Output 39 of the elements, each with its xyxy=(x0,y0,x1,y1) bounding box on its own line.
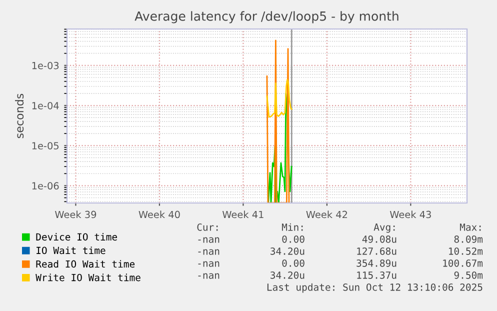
line-series xyxy=(266,40,290,203)
text: 100.67m xyxy=(443,259,483,267)
text: -nan xyxy=(198,249,220,255)
text: 49.08u xyxy=(362,235,396,243)
text: 115.37u xyxy=(357,271,396,279)
text: -nan xyxy=(198,273,220,279)
text: Last update: Sun Oct 12 13:10:06 2025 xyxy=(267,283,482,293)
text: 127.68u xyxy=(357,247,396,255)
y-tick-label: 1e-05 xyxy=(32,142,59,150)
legend-label: Device IO time xyxy=(36,233,117,241)
line-series xyxy=(268,92,292,203)
text: 10.52m xyxy=(449,247,483,255)
line-series xyxy=(266,79,292,118)
x-tick-label: Week 41 xyxy=(222,210,264,218)
legend-label: IO Wait time xyxy=(36,246,106,254)
text: Min: xyxy=(282,223,303,231)
y-axis-title: seconds xyxy=(15,94,24,138)
x-tick-label: Week 40 xyxy=(138,210,180,218)
text: 8.09m xyxy=(454,235,483,243)
y-tick-label: 1e-03 xyxy=(32,62,59,70)
legend-label: Read IO Wait time xyxy=(36,260,135,268)
y-tick-label: 1e-04 xyxy=(32,102,59,110)
x-tick-label: Week 42 xyxy=(306,210,348,218)
y-tick-label: 1e-06 xyxy=(32,182,59,190)
text: Cur: xyxy=(197,223,218,231)
x-tick-label: Week 39 xyxy=(55,210,96,218)
text: -nan xyxy=(198,237,220,243)
text: 0.00 xyxy=(282,259,304,267)
text: 354.89u xyxy=(356,259,396,267)
text: 34.20u xyxy=(270,247,304,255)
text: 34.20u xyxy=(270,271,304,279)
text: 0.00 xyxy=(282,235,304,243)
text: Max: xyxy=(460,224,481,231)
x-tick-label: Week 43 xyxy=(390,210,431,218)
text: Avg: xyxy=(374,224,395,233)
text: 9.50m xyxy=(454,271,483,279)
legend-label: Write IO Wait time xyxy=(36,274,140,282)
text: -nan xyxy=(198,261,220,267)
chart-title: Average latency for /dev/loop5 - by month xyxy=(134,11,398,24)
